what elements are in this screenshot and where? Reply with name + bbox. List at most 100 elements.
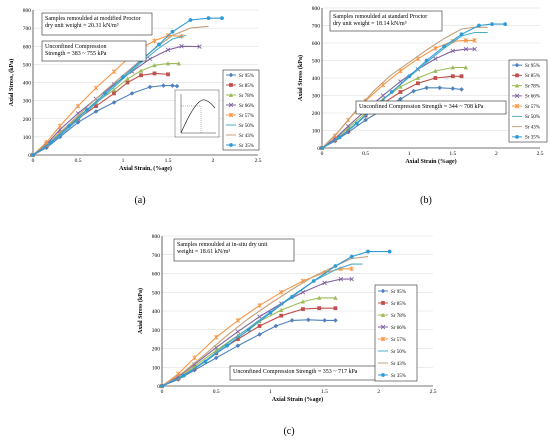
y-tick-label: 100 (152, 365, 161, 371)
data-point (433, 76, 438, 80)
y-tick-label: 0 (317, 146, 320, 152)
legend-label: Sr 35% (239, 144, 254, 149)
data-point (257, 314, 262, 319)
legend-label: Sr 95% (239, 74, 254, 79)
legend-marker (514, 83, 520, 88)
data-point (213, 355, 219, 361)
legend-label: Sr 57% (391, 338, 406, 343)
data-point (398, 90, 403, 94)
data-point (147, 84, 153, 90)
data-point (398, 96, 403, 102)
y-tick-label: 400 (152, 309, 161, 315)
data-point (366, 249, 370, 254)
data-point (332, 137, 338, 142)
y-axis-title: Axial Stress, (kPa) (8, 59, 15, 106)
data-point (322, 280, 327, 286)
legend-label: Sr 78% (391, 314, 406, 319)
data-point (333, 318, 338, 323)
x-axis-title: Axial Strain, (%age) (119, 165, 172, 172)
data-point (411, 88, 416, 94)
data-point (129, 91, 135, 96)
data-point (257, 303, 262, 308)
data-point (363, 117, 368, 123)
inset-curve (180, 99, 216, 134)
data-point (192, 355, 197, 361)
data-point (112, 91, 116, 96)
legend-label: Sr 66% (239, 104, 254, 109)
legend-label: Sr 85% (391, 302, 406, 307)
legend-box (222, 69, 260, 151)
legend-label: Sr 95% (525, 64, 540, 69)
legend-marker (514, 103, 520, 109)
data-point (152, 38, 157, 44)
data-point (333, 306, 338, 311)
data-point (338, 276, 344, 282)
data-point (111, 87, 117, 92)
x-tick-label: 0.5 (213, 389, 220, 395)
legend-label: Sr 43% (525, 125, 540, 130)
data-point (407, 74, 412, 79)
series-line (321, 87, 462, 149)
annotation-text: Samples remoulded at standard Proctor (333, 14, 427, 20)
annotation-text: Samples remoulded at modified Proctor (45, 15, 141, 22)
legend-label: Sr 85% (239, 84, 254, 89)
x-tick-label: 2 (212, 158, 215, 164)
annotation-box (173, 238, 295, 262)
data-point (165, 47, 171, 53)
data-point (311, 279, 316, 283)
data-point (85, 107, 89, 112)
data-point (320, 146, 324, 150)
inset-sketch (174, 89, 220, 138)
strength-text: Strength = 383 ~ 755 kPa (45, 51, 107, 57)
data-point (93, 85, 99, 91)
data-point (433, 56, 438, 61)
x-tick-label: 2 (495, 151, 498, 157)
x-tick-label: 1 (122, 158, 125, 164)
data-point (442, 44, 446, 49)
legend-label: Sr 66% (391, 326, 406, 331)
legend-marker (228, 102, 234, 108)
data-point (387, 249, 392, 254)
panel-c: 0 100 200 300 400 500 600 700 800 0 0.5 1 1.5 2 2.5 Axi… (137, 234, 437, 437)
annotation-text: dry unit weight = 18.14 kN/m³ (333, 21, 407, 27)
y-tick-label: 0 (157, 384, 160, 390)
data-point (139, 73, 143, 78)
x-tick-label: 0 (161, 389, 164, 395)
legend-marker (228, 72, 234, 78)
strength-text: Unconfined Compression Strength = 344 ~ … (359, 103, 484, 110)
data-point (398, 84, 403, 89)
legend-marker (515, 73, 519, 78)
legend-label: Sr 78% (525, 84, 540, 89)
x-tick-label: 1.5 (449, 151, 456, 157)
series-line (321, 23, 506, 149)
data-point (197, 44, 202, 49)
data-point (152, 63, 157, 68)
data-point (166, 72, 170, 77)
data-point (415, 75, 421, 80)
legend-label: Sr 95% (391, 290, 406, 295)
data-point (57, 123, 63, 129)
data-point (450, 74, 455, 79)
annotation-box (329, 10, 443, 32)
legend-marker (514, 93, 520, 99)
legend-label: Sr 50% (391, 350, 406, 355)
data-point (67, 124, 71, 128)
data-point (349, 254, 354, 259)
data-point (192, 362, 197, 367)
data-point (138, 68, 144, 73)
strength-text: Unconfined Compression (45, 43, 107, 50)
data-point (31, 153, 35, 157)
y-tick-label: 200 (23, 117, 32, 123)
data-point (306, 317, 311, 323)
legend-marker (515, 134, 519, 139)
legend-label: Sr 85% (525, 74, 540, 79)
legend-label: Sr 43% (391, 362, 406, 367)
data-point (213, 334, 219, 340)
panel-a: 0 100 200 300 400 500 600 700 800 0 0.5 1 1.5 2 2.5 Axi… (8, 8, 262, 206)
data-point (103, 91, 107, 96)
legend-marker (380, 324, 386, 330)
panel-label: (a) (134, 195, 145, 206)
panel-label: (b) (420, 195, 432, 206)
data-point (157, 42, 161, 47)
legend-label: Sr 57% (239, 114, 254, 119)
